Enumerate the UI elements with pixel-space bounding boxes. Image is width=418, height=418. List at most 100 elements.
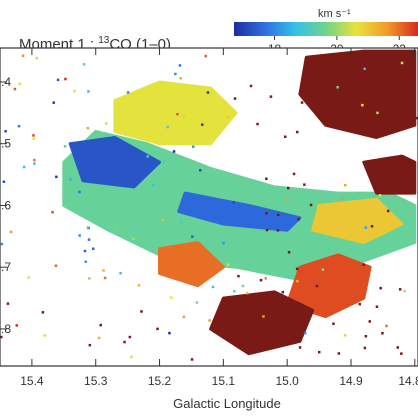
plot-area [0, 48, 418, 366]
velocity-region [362, 154, 417, 195]
speckle [27, 276, 30, 279]
speckle [121, 126, 125, 129]
speckle [264, 277, 267, 280]
speckle [252, 299, 255, 303]
speckle [201, 123, 204, 126]
speckle [386, 209, 390, 213]
speckle [413, 188, 416, 191]
speckle [55, 175, 58, 179]
speckle [403, 289, 406, 293]
speckle [54, 264, 58, 267]
y-tick-label: .7 [1, 260, 11, 274]
speckle [174, 72, 177, 76]
speckle [137, 284, 141, 287]
speckle [302, 328, 306, 332]
speckle [140, 310, 143, 313]
speckle [292, 172, 296, 176]
speckle [172, 150, 176, 153]
speckle [297, 218, 300, 221]
speckle [364, 226, 367, 229]
speckle [176, 113, 179, 116]
speckle [295, 267, 299, 271]
speckle [284, 135, 287, 138]
speckle [233, 290, 236, 293]
speckle [262, 315, 265, 318]
speckle [287, 186, 290, 190]
speckle [84, 260, 87, 263]
speckle [245, 291, 249, 295]
speckle [400, 61, 404, 65]
speckle [216, 171, 219, 174]
speckle [2, 180, 6, 183]
speckle [277, 213, 280, 217]
speckle [396, 346, 399, 349]
speckle [168, 331, 171, 335]
speckle [309, 203, 313, 207]
colorbar [234, 22, 418, 36]
speckle [146, 155, 149, 158]
x-tick-label: 15.2 [148, 374, 172, 388]
speckle [241, 284, 245, 288]
x-tick-label: 14.9 [339, 374, 363, 388]
x-tick-label: 15.3 [84, 374, 108, 388]
speckle [0, 242, 4, 246]
speckle [123, 340, 126, 344]
speckle [170, 206, 173, 209]
speckle [321, 268, 325, 271]
speckle [162, 160, 166, 163]
velocity-region [298, 49, 417, 139]
speckle [288, 341, 291, 344]
velocity-regions [62, 49, 417, 356]
y-tick-label: .6 [1, 198, 11, 212]
speckle [83, 249, 87, 253]
speckle [73, 89, 76, 93]
speckle [6, 302, 10, 305]
speckle [364, 335, 368, 338]
speckle [361, 103, 364, 107]
velocity-region [311, 197, 404, 244]
speckle [18, 82, 22, 86]
speckle [226, 263, 230, 266]
speckle [64, 77, 67, 81]
speckle [259, 278, 263, 282]
y-axis-ticks: .4 .5 .6 .7 .8 [0, 75, 11, 336]
plot-frame [0, 47, 418, 367]
speckle [266, 336, 269, 339]
speckle [303, 331, 307, 335]
speckle [415, 116, 418, 120]
y-tick-label: .8 [1, 322, 11, 336]
speckle [265, 177, 268, 180]
speckle [336, 86, 339, 89]
speckle [298, 346, 302, 349]
speckle [265, 228, 269, 232]
speckle [232, 201, 235, 204]
speckle [375, 305, 379, 308]
speckle [296, 279, 299, 283]
speckle [82, 63, 86, 66]
speckle [69, 178, 72, 181]
speckle [226, 116, 229, 119]
speckle [199, 169, 202, 172]
speckle [32, 137, 36, 140]
speckle [128, 335, 132, 339]
speckle [0, 335, 3, 339]
speckle [21, 54, 25, 57]
speckle [9, 230, 13, 234]
speckle [152, 183, 155, 187]
speckle [13, 87, 17, 91]
velocity-region [209, 290, 315, 356]
speckle [378, 70, 381, 73]
speckle [51, 211, 54, 214]
speckle [285, 197, 289, 200]
speckle [344, 334, 347, 337]
speckle [318, 350, 321, 354]
speckle [341, 128, 344, 131]
speckle [265, 212, 268, 215]
speckle [376, 111, 379, 115]
speckle [166, 125, 169, 129]
speckle [86, 126, 90, 130]
speckle [190, 358, 194, 361]
speckle [208, 319, 211, 322]
speckle [370, 225, 374, 228]
